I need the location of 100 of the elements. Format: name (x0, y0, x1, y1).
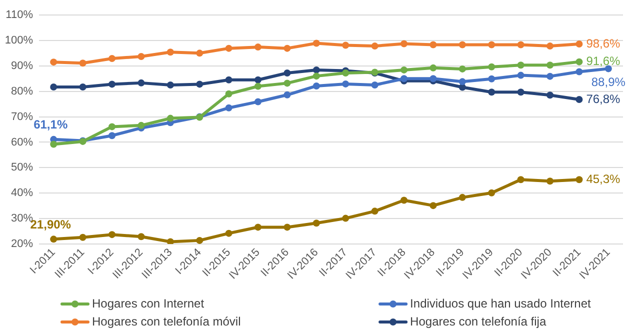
point (254, 98, 262, 106)
point (50, 58, 58, 66)
point (196, 50, 204, 57)
point (517, 88, 524, 96)
point (488, 63, 496, 70)
data-label: 88,9% (591, 75, 626, 89)
y-tick-label: 80% (10, 85, 34, 98)
legend-label: Hogares con telefonía fija (410, 314, 546, 328)
point (108, 132, 116, 140)
point (430, 64, 437, 72)
point (371, 81, 378, 88)
point (458, 78, 466, 86)
y-tick-label: 90% (10, 60, 34, 72)
legend-label: Hogares con telefonía móvil (92, 314, 241, 328)
legend-label: Individuos que han usado Internet (410, 296, 592, 310)
point (312, 72, 320, 80)
point (488, 75, 496, 82)
point (371, 208, 378, 215)
point (79, 84, 86, 91)
point (254, 44, 262, 51)
point (312, 220, 320, 227)
point (576, 58, 583, 66)
data-label: 98,6% (586, 36, 621, 50)
point (138, 52, 145, 60)
point (108, 231, 116, 238)
y-tick-label: 60% (10, 136, 34, 148)
point (312, 66, 320, 74)
point (284, 44, 291, 52)
point (196, 236, 204, 244)
point (546, 72, 554, 80)
y-tick-label: 110% (6, 9, 34, 22)
point (50, 84, 58, 91)
point (284, 224, 291, 231)
point (196, 80, 204, 88)
point (225, 76, 232, 84)
point (371, 42, 378, 50)
point (254, 82, 262, 90)
point (488, 41, 496, 48)
point (517, 41, 524, 48)
point (284, 70, 291, 77)
y-tick-label: 40% (10, 187, 34, 200)
point (225, 90, 232, 98)
point (50, 236, 58, 243)
y-tick-label: 20% (10, 238, 34, 250)
legend-label: Hogares con Internet (92, 296, 205, 310)
point (517, 72, 524, 79)
point (342, 214, 350, 222)
point (488, 189, 496, 196)
y-tick-label: 30% (10, 212, 34, 225)
data-label: 76,8% (586, 92, 621, 106)
point (400, 66, 408, 74)
point (166, 48, 174, 56)
point (576, 40, 583, 48)
point (546, 92, 554, 99)
point (458, 41, 466, 48)
point (108, 80, 116, 88)
point (517, 62, 524, 69)
point (400, 40, 408, 48)
point (166, 114, 174, 122)
point (166, 238, 174, 244)
point (458, 65, 466, 72)
point (225, 104, 232, 112)
point (50, 140, 58, 148)
point (284, 80, 291, 87)
point (517, 176, 524, 184)
y-tick-label: 100% (4, 34, 34, 46)
point (546, 178, 554, 185)
point (342, 70, 350, 77)
point (312, 40, 320, 47)
point (79, 60, 86, 67)
y-tick-label: 50% (10, 162, 34, 174)
data-label: 91,6% (586, 54, 621, 68)
point (254, 224, 262, 231)
point (430, 41, 437, 48)
point (225, 230, 232, 237)
point (225, 44, 232, 52)
point (342, 42, 350, 49)
point (430, 202, 437, 210)
point (138, 122, 145, 129)
point (108, 55, 116, 62)
point (138, 233, 145, 240)
point (166, 81, 174, 88)
point (79, 234, 86, 241)
point (576, 68, 583, 76)
point (312, 82, 320, 90)
point (576, 96, 583, 103)
data-label: 61,1% (34, 118, 68, 132)
point (546, 42, 554, 50)
point (576, 176, 583, 184)
point (138, 79, 145, 86)
point (488, 88, 496, 96)
point (546, 62, 554, 69)
point (400, 196, 408, 204)
point (254, 76, 262, 84)
data-label: 45,3% (586, 172, 621, 186)
point (342, 80, 350, 88)
y-tick-label: 70% (10, 110, 34, 123)
point (284, 91, 291, 98)
point (108, 123, 116, 130)
point (458, 194, 466, 201)
